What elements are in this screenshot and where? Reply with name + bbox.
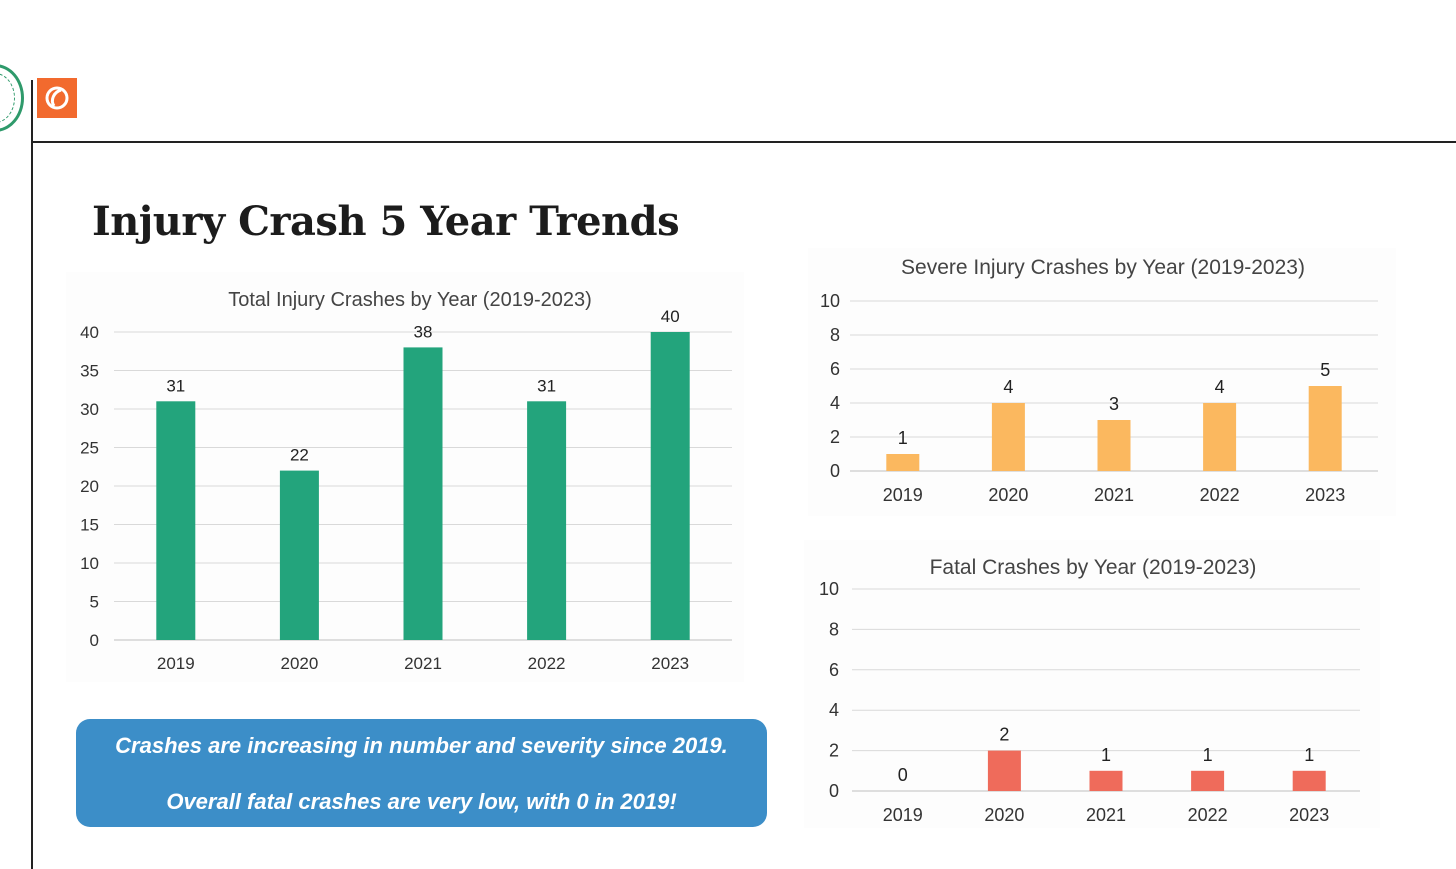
callout-line-1: Crashes are increasing in number and sev… xyxy=(115,733,728,758)
header-divider xyxy=(31,141,1456,143)
bar-2023 xyxy=(1292,770,1326,791)
x-tick-label-2023: 2023 xyxy=(651,654,689,673)
data-label-2019: 0 xyxy=(898,765,908,785)
y-tick-label: 5 xyxy=(90,593,99,612)
bar-2019 xyxy=(886,454,920,471)
fatal-crashes-chart: Fatal Crashes by Year (2019-2023) 0 2 4 6 8 10… xyxy=(804,540,1380,828)
data-label-2023: 5 xyxy=(1320,360,1330,380)
data-label-2020: 2 xyxy=(999,725,1009,745)
total-injury-crashes-plot: Total Injury Crashes by Year (2019-2023)… xyxy=(80,289,732,673)
state-seal-ring xyxy=(0,73,15,123)
orange-brand-logo xyxy=(37,78,77,118)
data-label-2022: 31 xyxy=(537,376,556,395)
y-tick-label: 40 xyxy=(80,323,99,342)
x-tick-label-2022: 2022 xyxy=(1188,805,1228,825)
y-tick-label: 4 xyxy=(830,393,840,413)
fatal-crashes-plot: Fatal Crashes by Year (2019-2023)0246810… xyxy=(819,556,1360,825)
page-title: Injury Crash 5 Year Trends xyxy=(92,198,680,245)
y-tick-label: 8 xyxy=(829,619,839,639)
x-tick-label-2020: 2020 xyxy=(280,654,318,673)
data-label-2019: 31 xyxy=(166,376,185,395)
y-tick-label: 10 xyxy=(820,291,840,311)
bar-2022 xyxy=(1203,403,1237,471)
y-tick-label: 0 xyxy=(829,781,839,801)
y-tick-label: 25 xyxy=(80,439,99,458)
chart-title: Severe Injury Crashes by Year (2019-2023… xyxy=(901,256,1305,279)
x-tick-label-2023: 2023 xyxy=(1289,805,1329,825)
data-label-2020: 22 xyxy=(290,446,309,465)
severe-injury-crashes-plot: Severe Injury Crashes by Year (2019-2023… xyxy=(820,256,1378,505)
bar-2020 xyxy=(279,470,319,640)
left-margin-rule xyxy=(31,80,33,869)
data-label-2020: 4 xyxy=(1003,377,1013,397)
y-tick-label: 10 xyxy=(80,554,99,573)
x-tick-label-2021: 2021 xyxy=(1094,485,1134,505)
bar-2021 xyxy=(1097,420,1131,471)
x-tick-label-2021: 2021 xyxy=(1086,805,1126,825)
bar-2022 xyxy=(1191,770,1225,791)
x-tick-label-2019: 2019 xyxy=(883,805,923,825)
bar-2023 xyxy=(650,332,690,640)
data-label-2021: 38 xyxy=(414,322,433,341)
y-tick-label: 30 xyxy=(80,400,99,419)
data-label-2021: 1 xyxy=(1101,745,1111,765)
y-tick-label: 20 xyxy=(80,477,99,496)
total-injury-crashes-chart: Total Injury Crashes by Year (2019-2023)… xyxy=(66,272,744,682)
data-label-2022: 4 xyxy=(1215,377,1225,397)
data-label-2019: 1 xyxy=(898,428,908,448)
bar-2020 xyxy=(987,750,1021,791)
y-tick-label: 2 xyxy=(829,741,839,761)
bar-2022 xyxy=(527,401,567,640)
y-tick-label: 2 xyxy=(830,427,840,447)
data-label-2021: 3 xyxy=(1109,394,1119,414)
x-tick-label-2019: 2019 xyxy=(157,654,195,673)
bar-2019 xyxy=(156,401,196,640)
bar-2021 xyxy=(1089,770,1123,791)
chart-title: Total Injury Crashes by Year (2019-2023) xyxy=(228,289,592,311)
bar-2021 xyxy=(403,347,443,640)
callout-line-2: Overall fatal crashes are very low, with… xyxy=(166,789,677,814)
y-tick-label: 0 xyxy=(90,631,99,650)
state-seal-logo xyxy=(0,64,24,132)
y-tick-label: 15 xyxy=(80,516,99,535)
data-label-2023: 40 xyxy=(661,307,680,326)
data-label-2022: 1 xyxy=(1203,745,1213,765)
bar-2023 xyxy=(1308,386,1342,471)
swirl-icon xyxy=(45,86,69,110)
chart-title: Fatal Crashes by Year (2019-2023) xyxy=(930,556,1257,579)
x-tick-label-2020: 2020 xyxy=(984,805,1024,825)
y-tick-label: 35 xyxy=(80,362,99,381)
summary-callout: Crashes are increasing in number and sev… xyxy=(76,719,767,827)
y-tick-label: 6 xyxy=(830,359,840,379)
x-tick-label-2020: 2020 xyxy=(988,485,1028,505)
x-tick-label-2021: 2021 xyxy=(404,654,442,673)
y-tick-label: 0 xyxy=(830,461,840,481)
bar-2020 xyxy=(991,403,1025,471)
x-tick-label-2022: 2022 xyxy=(528,654,566,673)
x-tick-label-2019: 2019 xyxy=(883,485,923,505)
x-tick-label-2023: 2023 xyxy=(1305,485,1345,505)
data-label-2023: 1 xyxy=(1304,745,1314,765)
y-tick-label: 10 xyxy=(819,579,839,599)
y-tick-label: 6 xyxy=(829,660,839,680)
severe-injury-crashes-chart: Severe Injury Crashes by Year (2019-2023… xyxy=(808,248,1396,516)
x-tick-label-2022: 2022 xyxy=(1200,485,1240,505)
y-tick-label: 8 xyxy=(830,325,840,345)
y-tick-label: 4 xyxy=(829,700,839,720)
